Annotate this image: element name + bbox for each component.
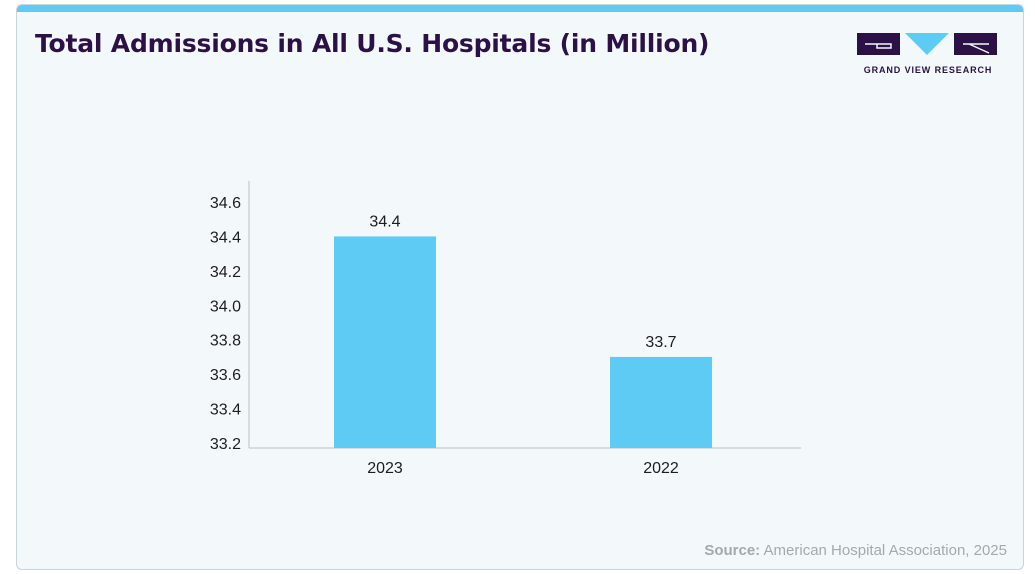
bars — [334, 236, 712, 448]
chart-card: Total Admissions in All U.S. Hospitals (… — [16, 4, 1024, 570]
x-tick-labels: 2023 2022 — [367, 460, 679, 477]
y-tick-label: 34.2 — [210, 264, 241, 281]
y-tick-label: 34.0 — [210, 298, 241, 315]
data-label-2022: 33.7 — [645, 334, 676, 351]
bar-2023 — [334, 236, 436, 448]
y-tick-label: 33.6 — [210, 367, 241, 384]
gvr-logo-icon — [857, 33, 997, 55]
bar-2022 — [610, 356, 712, 448]
y-tick-labels: 34.6 34.4 34.2 34.0 33.8 33.6 33.4 33.2 — [210, 195, 241, 453]
source-text: American Hospital Association, 2025 — [763, 542, 1007, 559]
y-tick-label: 33.2 — [210, 436, 241, 453]
data-label-2023: 34.4 — [369, 213, 400, 230]
data-labels: 34.4 33.7 — [369, 213, 676, 350]
y-tick-label: 33.8 — [210, 333, 241, 350]
x-tick-label-2023: 2023 — [367, 460, 403, 477]
source-note: Source: American Hospital Association, 2… — [704, 542, 1007, 559]
x-tick-label-2022: 2022 — [643, 460, 679, 477]
chart-title: Total Admissions in All U.S. Hospitals (… — [35, 29, 710, 58]
gvr-logo: GRAND VIEW RESEARCH — [857, 33, 999, 79]
source-prefix: Source: — [704, 542, 761, 559]
bar-chart: 34.6 34.4 34.2 34.0 33.8 33.6 33.4 33.2 34.4 33.… — [210, 181, 801, 477]
accent-bar — [17, 5, 1023, 12]
y-tick-label: 34.6 — [210, 195, 241, 212]
y-tick-label: 33.4 — [210, 402, 241, 419]
logo-text: GRAND VIEW RESEARCH — [863, 65, 993, 75]
y-tick-label: 34.4 — [210, 229, 241, 246]
